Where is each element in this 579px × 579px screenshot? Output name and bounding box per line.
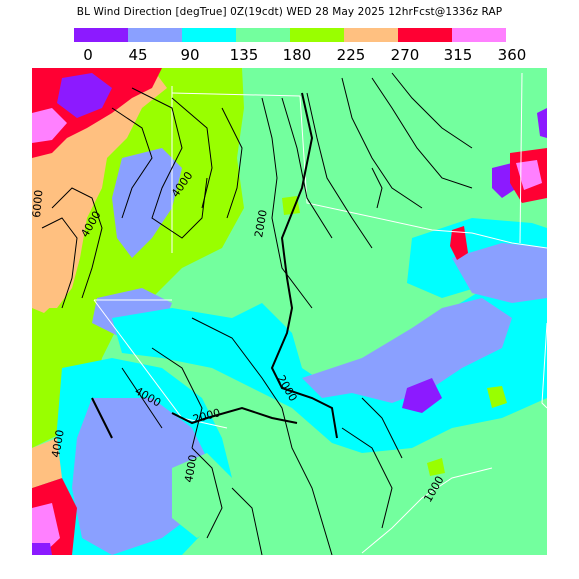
bold-contours <box>91 92 338 439</box>
contour-labels: 6000 4000 4000 2000 2000 2000 4000 4000 … <box>32 169 447 504</box>
field-red-east <box>450 226 468 260</box>
field-green-sw-core <box>172 453 232 538</box>
field-blue-east <box>302 298 512 403</box>
field-purple-ne2 <box>537 108 547 138</box>
legend-swatch-3 <box>236 28 290 42</box>
legend-tick-180: 180 <box>282 46 312 64</box>
chart-title: BL Wind Direction [degTrue] 0Z(19cdt) WE… <box>76 6 503 18</box>
wind-direction-map: 6000 4000 4000 2000 2000 2000 4000 4000 … <box>32 68 547 555</box>
legend-swatch-5 <box>344 28 398 42</box>
legend-tick-45: 45 <box>128 46 148 64</box>
contour-label-4000-d: 4000 <box>49 429 67 459</box>
field-orange-sw <box>32 438 62 488</box>
field-blue-east2 <box>452 243 547 303</box>
field-purple-nw <box>57 73 112 118</box>
field-orange-strip <box>32 243 62 313</box>
contour-label-4000-e: 4000 <box>182 454 200 484</box>
legend-swatch-7 <box>452 28 506 42</box>
height-contours <box>41 72 473 555</box>
legend-swatch-6 <box>398 28 452 42</box>
contour-label-2000-a: 2000 <box>252 209 270 239</box>
color-legend <box>74 28 506 42</box>
field-yg-south <box>282 196 300 215</box>
legend-tick-90: 90 <box>180 46 200 64</box>
field-yg-east <box>487 386 507 408</box>
legend-tick-225: 225 <box>336 46 366 64</box>
field-magenta-ne <box>516 160 542 190</box>
field-blue-north <box>112 148 182 258</box>
field-purple-sw <box>32 543 52 555</box>
legend-tick-315: 315 <box>443 46 473 64</box>
field-magenta-nw <box>32 108 67 143</box>
legend-swatch-4 <box>290 28 344 42</box>
field-yg-east2 <box>427 458 445 476</box>
field-cyan-center <box>112 268 547 453</box>
legend-swatch-2 <box>182 28 236 42</box>
legend-tick-135: 135 <box>229 46 259 64</box>
legend-swatch-0 <box>74 28 128 42</box>
field-magenta-sw <box>32 503 60 555</box>
legend-swatch-1 <box>128 28 182 42</box>
field-purple-east <box>402 378 442 413</box>
contour-label-6000: 6000 <box>32 189 45 218</box>
legend-tick-0: 0 <box>83 46 93 64</box>
legend-tick-360: 360 <box>497 46 527 64</box>
legend-tick-270: 270 <box>390 46 420 64</box>
